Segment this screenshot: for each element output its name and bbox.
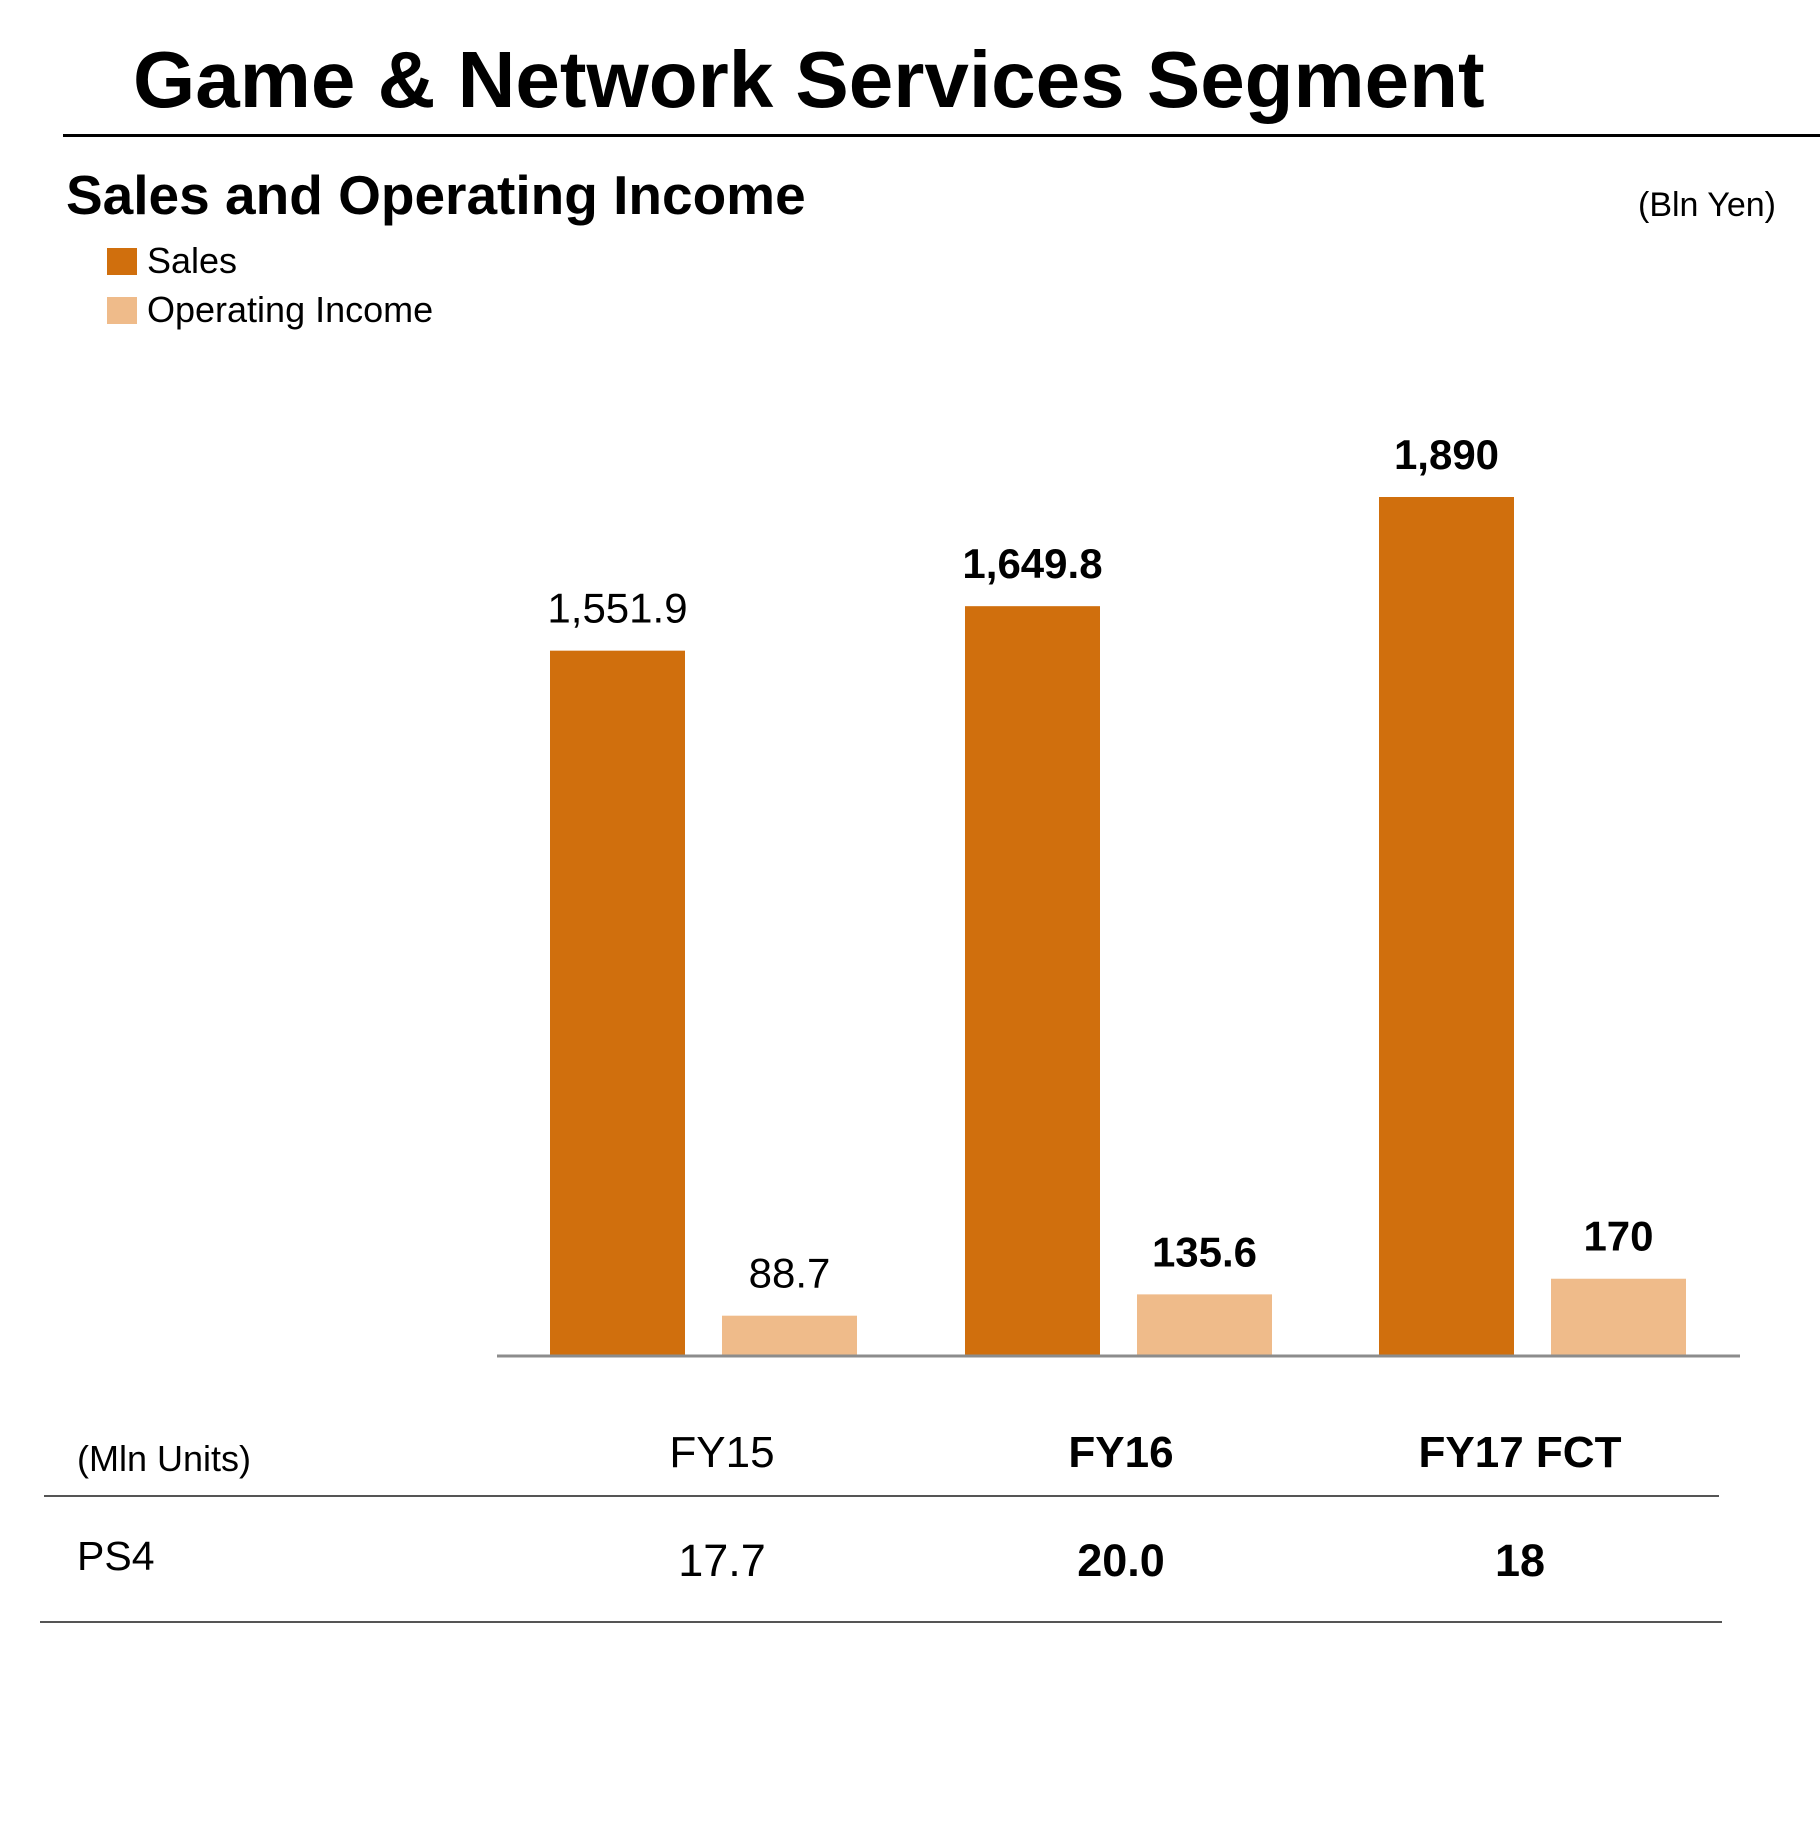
chart-title: Sales and Operating Income [66, 164, 806, 226]
data-label-sales-fy16: 1,649.8 [962, 540, 1102, 587]
table-header-fy16: FY16 [1068, 1428, 1174, 1477]
title-divider [63, 134, 1820, 137]
bar-sales-fy16 [965, 606, 1100, 1356]
data-label-sales-fy15: 1,551.9 [547, 585, 687, 632]
page-title: Game & Network Services Segment [133, 35, 1485, 124]
table-header-fy15: FY15 [669, 1428, 775, 1477]
table-cell-ps4-fy15: 17.7 [678, 1535, 766, 1586]
legend-item-sales: Sales [107, 240, 237, 282]
legend-swatch-sales [107, 247, 137, 275]
table-header-rule [44, 1495, 1719, 1497]
bar-operating-income-fy16 [1137, 1294, 1272, 1356]
table-header-fy17-fct: FY17 FCT [1418, 1428, 1622, 1477]
bar-sales-fy17-fct [1379, 497, 1514, 1356]
data-label-operating-income-fy16: 135.6 [1152, 1228, 1257, 1275]
table-cell-ps4-fy17-fct: 18 [1494, 1535, 1546, 1586]
data-label-operating-income-fy15: 88.7 [749, 1250, 831, 1297]
legend-item-operating-income: Operating Income [107, 289, 433, 331]
data-label-operating-income-fy17-fct: 170 [1583, 1213, 1653, 1260]
table-cell-ps4-fy16: 20.0 [1077, 1535, 1165, 1586]
bar-sales-fy15 [550, 650, 685, 1356]
bar-operating-income-fy15 [722, 1315, 857, 1356]
data-label-sales-fy17-fct: 1,890 [1394, 431, 1499, 478]
legend-label-sales: Sales [147, 240, 238, 281]
bar-operating-income-fy17-fct [1551, 1278, 1686, 1356]
table-row-label-ps4: PS4 [77, 1533, 155, 1579]
table-unit-label: (Mln Units) [77, 1438, 252, 1479]
table-bottom-rule [40, 1621, 1722, 1623]
legend-label-operating-income: Operating Income [147, 289, 434, 330]
chart-unit-label: (Bln Yen) [1638, 186, 1776, 224]
legend-swatch-operating-income [107, 296, 137, 324]
